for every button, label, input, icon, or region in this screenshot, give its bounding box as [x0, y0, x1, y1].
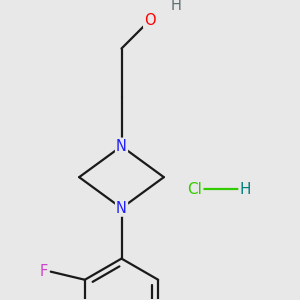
Text: H: H: [171, 0, 182, 13]
Text: O: O: [144, 13, 156, 28]
Text: N: N: [116, 201, 127, 216]
Text: N: N: [116, 139, 127, 154]
Text: F: F: [40, 264, 48, 279]
Text: H: H: [239, 182, 251, 197]
Text: Cl: Cl: [187, 182, 202, 197]
